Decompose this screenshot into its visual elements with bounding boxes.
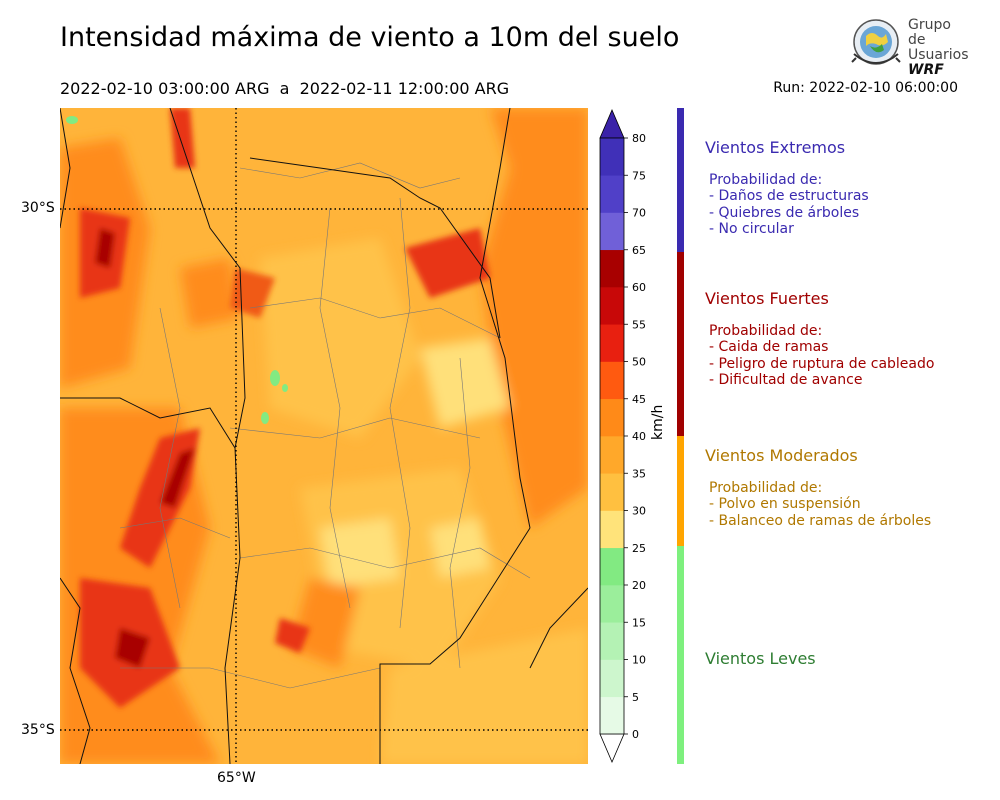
colorbar-bin bbox=[600, 324, 624, 362]
category-desc-extremos: Probabilidad de: - Daños de estructuras … bbox=[709, 172, 869, 237]
colorbar-bin bbox=[600, 473, 624, 511]
wind-patches bbox=[60, 108, 588, 764]
colorbar-bin bbox=[600, 436, 624, 474]
globe-logo-icon bbox=[851, 19, 901, 65]
category-desc-fuertes: Probabilidad de: - Caida de ramas - Peli… bbox=[709, 323, 934, 388]
category-desc-line: - Peligro de ruptura de cableado bbox=[709, 355, 935, 372]
colorbar-tick-label: 60 bbox=[632, 281, 646, 294]
category-desc-line: - Balanceo de ramas de árboles bbox=[709, 512, 932, 529]
category-bar-fuertes bbox=[677, 252, 684, 436]
colorbar-tick-label: 30 bbox=[632, 505, 646, 518]
colorbar-bin bbox=[600, 212, 624, 251]
colorbar-bin bbox=[600, 138, 624, 176]
period-subtitle: 2022-02-10 03:00:00 ARG a 2022-02-11 12:… bbox=[60, 79, 510, 98]
colorbar-unit: km/h bbox=[650, 404, 666, 440]
category-bar-moderados bbox=[677, 436, 684, 546]
colorbar-bin bbox=[600, 175, 624, 213]
category-title-leves: Vientos Leves bbox=[705, 649, 816, 668]
category-desc-line: - Quiebres de árboles bbox=[709, 204, 860, 221]
colorbar-bin bbox=[600, 361, 624, 400]
category-desc-moderados: Probabilidad de: - Polvo en suspensión -… bbox=[709, 480, 931, 529]
category-bar-leves bbox=[677, 546, 684, 764]
grupo-wrf-logo: Grupo de Usuarios WRF bbox=[848, 16, 969, 78]
logo-line-3: WRF bbox=[908, 62, 944, 78]
colorbar-tick-label: 25 bbox=[632, 542, 646, 555]
logo-line-1: Grupo de bbox=[908, 17, 951, 48]
chart-title: Intensidad máxima de viento a 10m del su… bbox=[60, 22, 680, 53]
lat-label-35s: 35°S bbox=[21, 722, 55, 738]
colorbar-tick-label: 70 bbox=[632, 207, 646, 220]
logo-line-2: Usuarios bbox=[908, 47, 969, 63]
wind-field-svg bbox=[60, 108, 588, 764]
category-title-moderados: Vientos Moderados bbox=[705, 446, 858, 465]
colorbar-bin bbox=[600, 696, 624, 735]
department-boundaries bbox=[119, 162, 531, 689]
category-desc-line: - Daños de estructuras bbox=[709, 188, 869, 205]
colorbar-tick-label: 10 bbox=[632, 654, 646, 667]
colorbar-tick-label: 5 bbox=[632, 691, 639, 704]
wind-map bbox=[60, 108, 588, 764]
province-boundaries bbox=[60, 108, 588, 764]
category-desc-line: Probabilidad de: bbox=[709, 480, 823, 496]
colorbar-tick-label: 50 bbox=[632, 356, 646, 369]
colorbar-tick-label: 20 bbox=[632, 579, 646, 592]
colorbar-tick-label: 55 bbox=[632, 318, 646, 331]
lat-label-30s: 30°S bbox=[21, 200, 55, 216]
category-desc-line: - Caida de ramas bbox=[709, 339, 829, 356]
category-desc-line: Probabilidad de: bbox=[709, 323, 823, 339]
category-desc-line: Probabilidad de: bbox=[709, 172, 823, 188]
colorbar-tick-label: 65 bbox=[632, 244, 646, 257]
category-desc-line: - Dificultad de avance bbox=[709, 371, 863, 388]
strong-wind-cores bbox=[80, 108, 490, 708]
category-desc-line: - No circular bbox=[709, 220, 794, 237]
colorbar-tick-label: 80 bbox=[632, 132, 646, 145]
category-title-fuertes: Vientos Fuertes bbox=[705, 289, 829, 308]
colorbar-tick-label: 40 bbox=[632, 430, 646, 443]
colorbar-bin bbox=[600, 622, 624, 660]
graticule bbox=[60, 108, 588, 764]
colorbar-tick-label: 45 bbox=[632, 393, 646, 406]
colorbar-extend-max bbox=[599, 108, 625, 139]
colorbar-tick-label: 35 bbox=[632, 467, 646, 480]
light-wind-spots bbox=[66, 116, 288, 424]
colorbar-bin bbox=[600, 249, 624, 288]
colorbar-bin bbox=[600, 547, 624, 586]
colorbar-bin bbox=[600, 287, 624, 325]
run-timestamp: Run: 2022-02-10 06:00:00 bbox=[773, 80, 958, 96]
colorbar-tick-label: 15 bbox=[632, 616, 646, 629]
colorbar-tick-label: 75 bbox=[632, 169, 646, 182]
colorbar-bin bbox=[600, 585, 624, 623]
lon-label-65w: 65°W bbox=[217, 770, 256, 786]
colorbar-bin bbox=[600, 510, 624, 549]
category-desc-line: - Polvo en suspensión bbox=[709, 496, 861, 513]
category-title-extremos: Vientos Extremos bbox=[705, 138, 846, 157]
colorbar-tick-label: 0 bbox=[632, 728, 639, 741]
colorbar-bin bbox=[600, 398, 624, 437]
category-bar-extremos bbox=[677, 108, 684, 252]
colorbar-extend-min bbox=[599, 733, 625, 764]
wind-speed-colorbar: 0 5 10 15 20 25 30 35 40 45 50 55 60 65 70 75 80 bbox=[599, 108, 646, 764]
colorbar-bin bbox=[600, 659, 624, 698]
